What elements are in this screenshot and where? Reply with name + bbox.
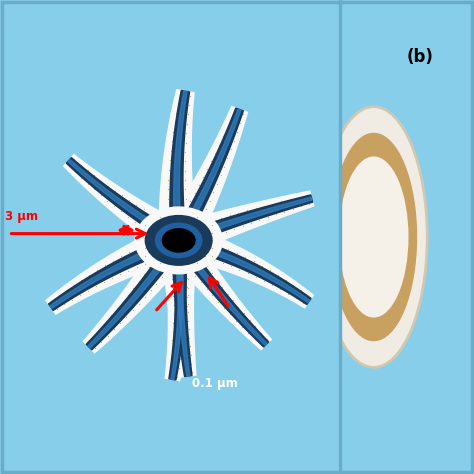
Polygon shape [86, 237, 184, 350]
Polygon shape [171, 240, 183, 380]
Polygon shape [83, 230, 193, 353]
Polygon shape [177, 234, 311, 305]
Polygon shape [170, 91, 190, 241]
Polygon shape [178, 197, 312, 243]
Polygon shape [66, 157, 182, 246]
Polygon shape [46, 223, 185, 314]
Text: (b): (b) [407, 48, 434, 66]
Polygon shape [174, 224, 313, 308]
Polygon shape [68, 159, 180, 243]
Polygon shape [178, 237, 310, 303]
Polygon shape [48, 234, 181, 310]
Ellipse shape [330, 133, 417, 341]
Text: 3 μm: 3 μm [5, 210, 38, 223]
Ellipse shape [162, 228, 196, 253]
Polygon shape [50, 237, 180, 309]
Polygon shape [159, 90, 198, 242]
Polygon shape [176, 195, 313, 247]
Polygon shape [88, 238, 181, 348]
Polygon shape [163, 239, 195, 381]
Polygon shape [172, 240, 192, 377]
Polygon shape [169, 240, 186, 380]
Ellipse shape [320, 107, 427, 367]
Polygon shape [163, 107, 247, 250]
Ellipse shape [135, 206, 223, 274]
Polygon shape [173, 108, 243, 244]
Polygon shape [162, 240, 196, 377]
Ellipse shape [145, 215, 213, 266]
Polygon shape [165, 231, 271, 350]
Polygon shape [176, 109, 241, 242]
Polygon shape [173, 191, 314, 256]
Polygon shape [175, 240, 190, 376]
Polygon shape [64, 155, 187, 255]
Ellipse shape [155, 222, 202, 258]
Text: 0.1 μm: 0.1 μm [192, 377, 238, 390]
Polygon shape [173, 91, 187, 241]
Ellipse shape [339, 156, 409, 318]
Polygon shape [173, 237, 269, 347]
Polygon shape [176, 239, 267, 346]
